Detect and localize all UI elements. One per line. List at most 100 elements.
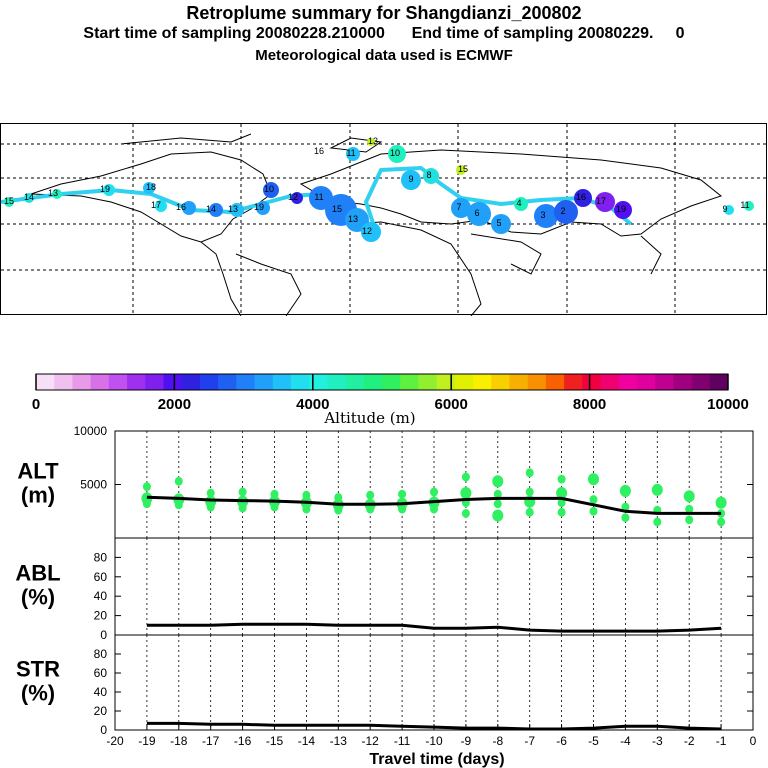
altitude-scatter-point [142,499,151,509]
altitude-scatter-point [651,483,663,496]
plume-day-label: 3 [540,210,545,220]
colorbar-swatch [636,374,656,390]
x-tick-label: -19 [138,734,156,748]
colorbar-swatch [108,374,128,390]
altitude-scatter-point [589,495,598,504]
plume-day-label: 19 [100,184,110,194]
plume-day-label: 4 [516,198,521,208]
altitude-scatter-point [525,507,534,517]
altitude-scatter-point [621,502,630,512]
x-tick-label: -8 [492,734,503,748]
x-tick-label: -12 [362,734,380,748]
colorbar-swatch [382,374,401,390]
altitude-scatter-point [366,490,375,500]
colorbar-swatch [673,374,693,390]
x-axis-tick-labels: -20 -19 -18 -17 -16 -15 -14 -13 -12 -11 -10 -9 -8 -7-… [106,724,757,748]
y-tick-label: 5000 [80,478,107,492]
colorbar-swatch [236,374,256,390]
altitude-scatter-point [206,502,215,512]
y-tick-label: 20 [94,704,108,718]
altitude-scatter-point [461,498,470,508]
x-tick-label: -17 [202,734,220,748]
altitude-scatter-point [524,495,536,508]
altitude-scatter-point [715,496,727,509]
colorbar-swatch [600,374,620,390]
altitude-scatter-point [398,489,407,499]
plume-day-label: 16 [576,192,586,202]
x-tick-label: -5 [588,734,599,748]
altitude-scatter-point [174,500,183,510]
colorbar-swatch [163,374,183,390]
plume-day-label: 12 [362,226,372,236]
series-line-abl [146,622,722,633]
colorbar-swatch [72,374,92,390]
colorbar-swatch [691,374,711,390]
altitude-scatter-point [557,507,566,517]
y-tick-label: 60 [94,666,108,680]
altitude-scatter-point [396,497,408,510]
colorbar-swatch [327,374,347,390]
plume-day-label: 15 [4,196,14,206]
altitude-scatter-point [557,474,566,484]
colorbar-swatch [545,374,565,390]
x-tick-label: -11 [394,734,411,748]
altitude-scatter-point [269,495,280,508]
y-tick-label: 60 [94,570,108,584]
altitude-scatter-point [141,492,153,505]
colorbar-swatch [345,374,365,390]
panel-frame [114,537,754,636]
altitude-scatter-point [493,499,502,509]
y-tick-label: 80 [94,647,108,661]
plume-day-label: 13 [228,204,238,214]
colorbar-swatch [618,374,638,390]
colorbar-frame [35,373,729,391]
plume-day-label: 11 [314,192,323,202]
plume-day-label: 16 [314,146,324,156]
altitude-scatter-point [238,487,247,497]
colorbar-swatch [218,374,237,390]
retroplume-map: 15 14 13 19 18 17 16 14 13 19 10 12 11 15 13 12 11 10 9 8 7 6… [0,123,768,316]
plume-day-label: 15 [458,164,468,174]
x-tick-label: -16 [234,734,252,748]
plume-day-label: 13 [48,188,58,198]
altitude-scatter-point [302,490,311,500]
y-tick-label: 20 [94,609,108,623]
x-tick-label: -13 [330,734,348,748]
colorbar-swatch [491,374,510,390]
x-tick-label: 0 [750,734,757,748]
plume-day-label: 13 [348,214,358,224]
y-axis-label: ALT [17,459,59,484]
x-tick-label: -7 [524,734,535,748]
colorbar-swatch [418,374,438,390]
altitude-scatter-point [206,488,215,498]
map-gridlines [1,124,768,316]
met-data-line: Meteorological data used is ECMWF [255,47,513,64]
y-axis-label: (%) [21,585,55,610]
altitude-scatter-point [430,487,438,497]
altitude-scatter-point [493,489,502,499]
altitude-scatter-point [653,505,662,515]
altitude-scatter-point [173,493,185,506]
colorbar-swatch [655,374,674,390]
altitude-scatter-point [398,504,407,514]
colorbar-tick-labels: 0 2000 4000 6000 8000 10000 [32,396,749,413]
altitude-scatter-point [270,502,279,512]
colorbar-swatch [290,374,310,390]
colorbar-tick-label: 10000 [707,396,749,413]
altitude-scatter-point [461,472,470,482]
y-tick-label: 40 [94,685,108,699]
series-line-str [146,721,722,731]
altitude-scatter-point [492,509,504,522]
y-axis-label: STR [16,657,60,682]
y-axis-label: ABL [15,561,60,586]
colorbar-tick-label: 8000 [573,396,606,413]
plume-day-label: 9 [722,204,727,214]
altitude-scatter-point [717,517,726,527]
plume-day-label: 17 [151,200,161,210]
series-line-alt [146,495,722,515]
plume-day-label: 15 [332,204,342,214]
colorbar-swatch [363,374,383,390]
colorbar-swatch [199,374,219,390]
